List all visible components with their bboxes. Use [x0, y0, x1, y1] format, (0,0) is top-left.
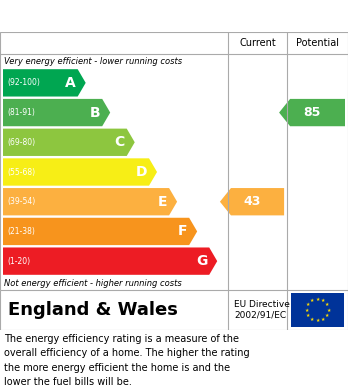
Text: A: A — [65, 76, 76, 90]
Text: ★: ★ — [306, 302, 310, 307]
Text: England & Wales: England & Wales — [8, 301, 178, 319]
Text: ★: ★ — [310, 317, 314, 322]
Text: C: C — [114, 135, 125, 149]
Text: (69-80): (69-80) — [7, 138, 35, 147]
Text: 85: 85 — [303, 106, 321, 119]
Text: Energy Efficiency Rating: Energy Efficiency Rating — [8, 9, 218, 23]
Text: ★: ★ — [304, 307, 309, 312]
Text: ★: ★ — [315, 297, 320, 301]
Polygon shape — [279, 99, 345, 126]
Polygon shape — [3, 188, 177, 215]
Text: The energy efficiency rating is a measure of the
overall efficiency of a home. T: The energy efficiency rating is a measur… — [4, 334, 250, 387]
Text: Current: Current — [239, 38, 276, 48]
Text: ★: ★ — [321, 317, 325, 322]
Text: (81-91): (81-91) — [7, 108, 35, 117]
Text: (55-68): (55-68) — [7, 167, 35, 176]
Text: Very energy efficient - lower running costs: Very energy efficient - lower running co… — [4, 57, 182, 66]
Text: (21-38): (21-38) — [7, 227, 35, 236]
Text: ★: ★ — [315, 318, 320, 323]
Bar — [291, 293, 344, 327]
Polygon shape — [3, 129, 135, 156]
Text: (1-20): (1-20) — [7, 256, 30, 265]
Text: Not energy efficient - higher running costs: Not energy efficient - higher running co… — [4, 278, 182, 287]
Text: (39-54): (39-54) — [7, 197, 35, 206]
Text: Potential: Potential — [296, 38, 339, 48]
Text: ★: ★ — [325, 313, 329, 318]
Text: ★: ★ — [306, 313, 310, 318]
Text: ★: ★ — [321, 298, 325, 303]
Polygon shape — [220, 188, 284, 215]
Polygon shape — [3, 158, 157, 186]
Text: F: F — [178, 224, 187, 239]
Text: ★: ★ — [325, 302, 329, 307]
Text: D: D — [135, 165, 147, 179]
Text: EU Directive
2002/91/EC: EU Directive 2002/91/EC — [234, 300, 290, 320]
Polygon shape — [3, 218, 197, 245]
Text: E: E — [158, 195, 167, 209]
Text: G: G — [196, 254, 207, 268]
Text: B: B — [89, 106, 100, 120]
Text: ★: ★ — [326, 307, 331, 312]
Polygon shape — [3, 99, 110, 126]
Text: (92-100): (92-100) — [7, 78, 40, 87]
Polygon shape — [3, 69, 86, 97]
Text: ★: ★ — [310, 298, 314, 303]
Polygon shape — [3, 248, 217, 275]
Text: 43: 43 — [243, 195, 261, 208]
